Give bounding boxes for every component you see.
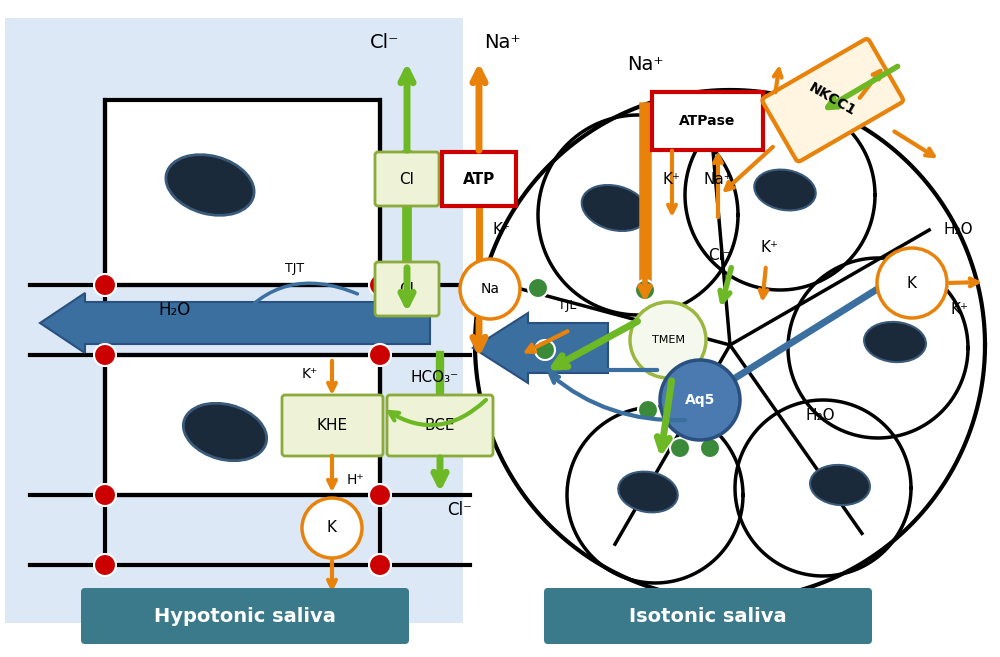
FancyBboxPatch shape — [442, 152, 516, 206]
Text: H₂O: H₂O — [159, 301, 191, 319]
Text: BCE: BCE — [425, 417, 455, 432]
Text: ATP: ATP — [463, 171, 495, 187]
Text: Isotonic saliva: Isotonic saliva — [629, 606, 787, 625]
Ellipse shape — [864, 322, 926, 362]
Text: Cl⁻: Cl⁻ — [709, 248, 731, 263]
Text: Cl⁻: Cl⁻ — [448, 501, 472, 519]
Circle shape — [670, 438, 690, 458]
FancyBboxPatch shape — [81, 588, 409, 644]
Circle shape — [94, 554, 116, 576]
Text: K⁺: K⁺ — [493, 223, 511, 237]
Circle shape — [660, 360, 740, 440]
Circle shape — [638, 400, 658, 420]
Circle shape — [630, 302, 706, 378]
Ellipse shape — [754, 170, 816, 210]
Circle shape — [302, 498, 362, 558]
Text: TJT: TJT — [285, 262, 305, 275]
Ellipse shape — [183, 403, 267, 461]
Circle shape — [94, 484, 116, 506]
Text: NKCC1: NKCC1 — [806, 81, 858, 119]
Circle shape — [94, 344, 116, 366]
Text: Na⁺: Na⁺ — [627, 55, 663, 74]
Circle shape — [700, 438, 720, 458]
FancyBboxPatch shape — [652, 92, 763, 150]
Text: Cl⁻: Cl⁻ — [370, 32, 400, 51]
Text: Na⁺: Na⁺ — [704, 173, 732, 187]
Ellipse shape — [618, 472, 678, 512]
Text: K⁺: K⁺ — [302, 367, 318, 381]
Text: H₂O: H₂O — [805, 407, 835, 422]
Circle shape — [369, 344, 391, 366]
Ellipse shape — [166, 154, 254, 215]
Text: TMEM: TMEM — [652, 335, 684, 345]
Ellipse shape — [582, 185, 648, 231]
Circle shape — [94, 274, 116, 296]
Circle shape — [635, 280, 655, 300]
FancyArrow shape — [473, 313, 608, 383]
Circle shape — [528, 278, 548, 298]
FancyBboxPatch shape — [375, 262, 439, 316]
Text: K⁺: K⁺ — [663, 173, 681, 187]
Circle shape — [638, 335, 658, 355]
Text: H₂O: H₂O — [943, 223, 973, 237]
Circle shape — [369, 484, 391, 506]
Text: K: K — [907, 275, 917, 290]
Text: Cl: Cl — [400, 281, 414, 296]
Text: KHE: KHE — [316, 417, 348, 432]
Text: Hypotonic saliva: Hypotonic saliva — [154, 606, 336, 625]
Ellipse shape — [810, 465, 870, 505]
FancyBboxPatch shape — [544, 588, 872, 644]
Circle shape — [535, 340, 555, 360]
FancyBboxPatch shape — [5, 18, 463, 623]
Text: TJL: TJL — [558, 298, 576, 311]
FancyArrow shape — [40, 293, 430, 353]
Text: K: K — [327, 520, 337, 535]
FancyBboxPatch shape — [762, 39, 903, 161]
FancyBboxPatch shape — [282, 395, 383, 456]
Text: K⁺: K⁺ — [951, 302, 969, 317]
Circle shape — [877, 248, 947, 318]
Circle shape — [369, 554, 391, 576]
Text: K⁺: K⁺ — [761, 240, 779, 256]
Text: Aq5: Aq5 — [685, 393, 715, 407]
Text: Cl: Cl — [400, 171, 414, 187]
Text: Na: Na — [480, 282, 500, 296]
Circle shape — [460, 259, 520, 319]
Text: HCO₃⁻: HCO₃⁻ — [411, 371, 459, 386]
Text: Na⁺: Na⁺ — [484, 32, 520, 51]
FancyBboxPatch shape — [387, 395, 493, 456]
Text: H⁺: H⁺ — [346, 473, 364, 487]
Circle shape — [369, 274, 391, 296]
FancyBboxPatch shape — [105, 100, 380, 285]
FancyBboxPatch shape — [105, 355, 380, 495]
Text: ATPase: ATPase — [679, 114, 735, 128]
FancyBboxPatch shape — [375, 152, 439, 206]
